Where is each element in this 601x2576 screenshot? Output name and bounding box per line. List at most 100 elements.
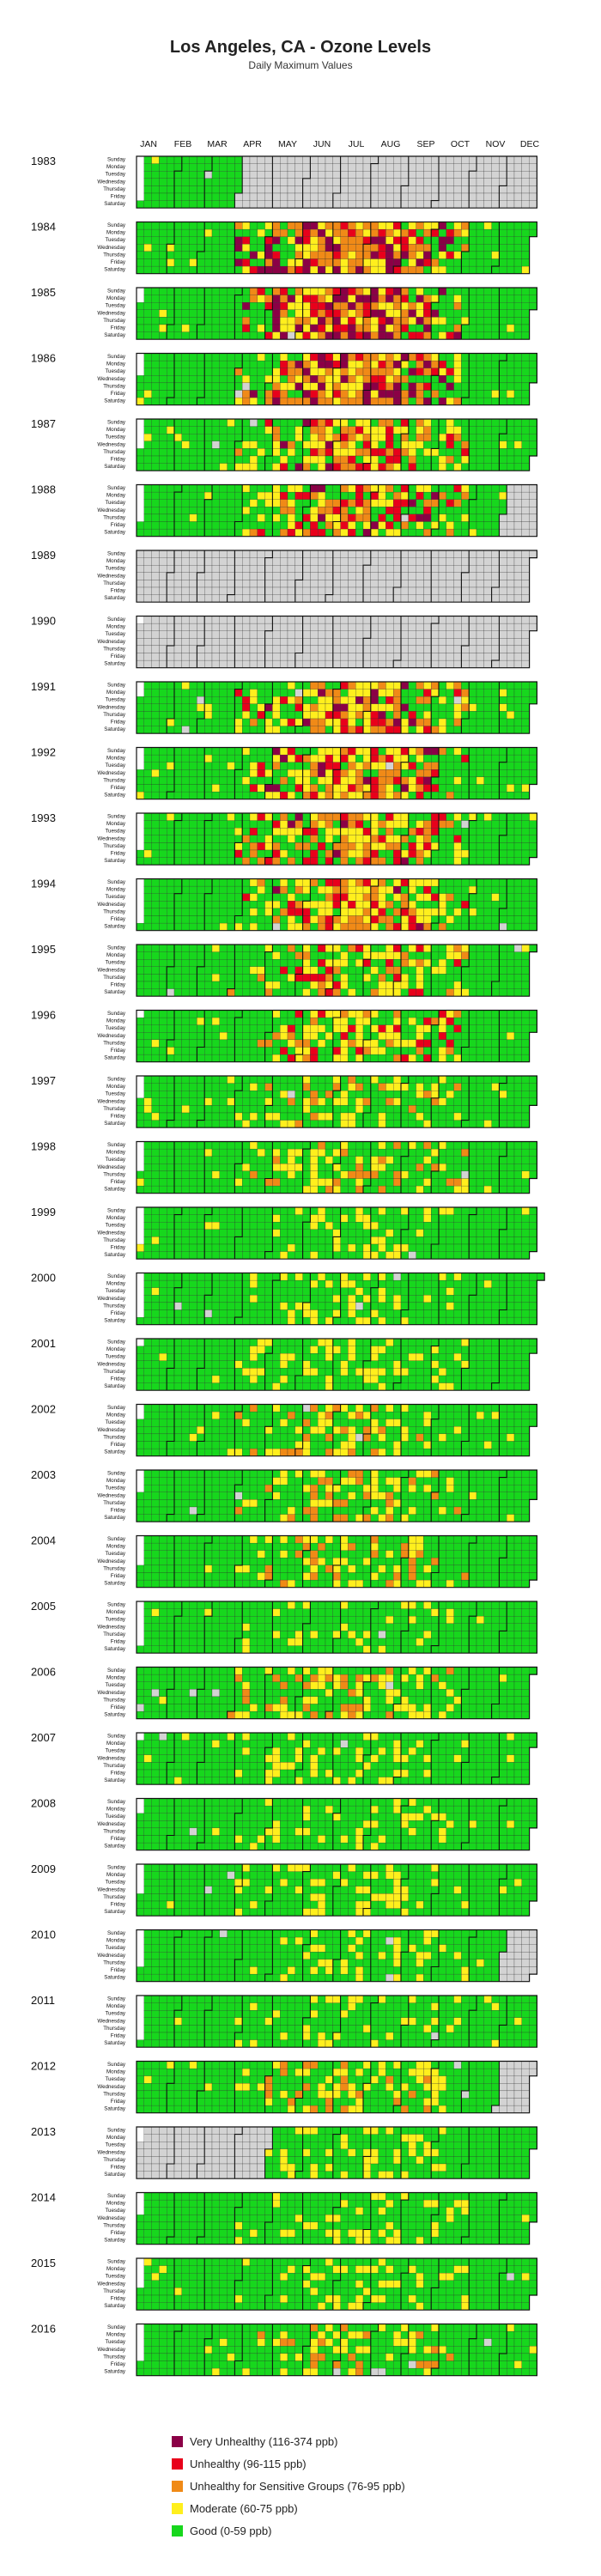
day-cell — [385, 623, 394, 631]
day-cell — [529, 922, 537, 931]
day-cell — [325, 258, 333, 267]
day-cell — [469, 586, 477, 595]
day-cell — [249, 653, 258, 661]
day-cell — [332, 645, 341, 653]
day-cell — [461, 397, 470, 405]
day-cell — [385, 776, 394, 785]
day-cell — [302, 499, 311, 507]
day-cell — [173, 623, 182, 631]
day-cell — [461, 711, 470, 720]
day-cell — [400, 901, 409, 909]
day-cell — [529, 426, 537, 434]
day-cell — [204, 368, 213, 376]
day-cell — [400, 251, 409, 259]
day-cell — [173, 178, 182, 186]
day-cell — [197, 287, 205, 295]
day-cell — [181, 171, 190, 179]
day-cell — [461, 324, 470, 332]
day-cell — [257, 966, 265, 975]
day-cell — [476, 901, 484, 909]
day-cell — [204, 550, 213, 558]
day-cell — [189, 572, 197, 580]
day-cell — [332, 784, 341, 793]
day-cell — [348, 302, 356, 310]
day-cell — [469, 878, 477, 887]
day-cell — [325, 849, 333, 858]
day-cell — [469, 426, 477, 434]
day-cell — [408, 360, 416, 368]
day-cell — [453, 353, 462, 361]
day-cell — [438, 857, 446, 866]
day-cell — [408, 331, 416, 340]
day-cell — [249, 375, 258, 384]
day-cell — [362, 155, 371, 164]
day-cell — [416, 382, 424, 391]
day-cell — [348, 754, 356, 762]
weekday-label: Wednesday — [97, 967, 125, 973]
day-cell — [173, 455, 182, 464]
day-cell — [355, 747, 364, 756]
day-cell — [423, 550, 432, 558]
day-cell — [332, 375, 341, 384]
day-cell — [513, 375, 522, 384]
day-cell — [332, 434, 341, 441]
day-cell — [370, 769, 379, 778]
day-cell — [393, 820, 402, 829]
day-cell — [325, 703, 333, 712]
day-cell — [446, 434, 454, 441]
day-cell — [355, 653, 364, 661]
day-cell — [393, 171, 402, 179]
day-cell — [400, 397, 409, 405]
day-cell — [272, 155, 281, 164]
day-cell — [476, 689, 484, 697]
day-cell — [173, 448, 182, 457]
day-cell — [173, 192, 182, 201]
day-cell — [348, 586, 356, 595]
day-cell — [318, 200, 326, 209]
month-divider — [400, 419, 410, 471]
day-cell — [355, 828, 364, 835]
day-cell — [483, 594, 492, 603]
day-cell — [159, 842, 167, 851]
day-cell — [370, 681, 379, 690]
day-cell — [499, 849, 507, 858]
month-divider — [264, 616, 273, 668]
day-cell — [370, 236, 379, 245]
day-cell — [438, 382, 446, 391]
day-cell — [143, 222, 152, 230]
day-cell — [167, 244, 175, 252]
day-cell — [302, 200, 311, 209]
day-cell — [469, 638, 477, 647]
day-cell — [257, 820, 265, 829]
day-cell — [197, 572, 205, 580]
day-cell — [355, 368, 364, 376]
day-cell — [310, 565, 319, 573]
day-cell — [167, 265, 175, 274]
day-cell — [257, 236, 265, 245]
day-cell — [189, 915, 197, 924]
day-cell — [242, 155, 251, 164]
day-cell — [181, 484, 190, 493]
day-cell — [173, 703, 182, 712]
day-cell — [370, 317, 379, 325]
day-cell — [234, 484, 243, 493]
day-cell — [310, 901, 319, 909]
day-cell — [280, 718, 288, 726]
day-cell — [167, 784, 175, 793]
day-cell — [159, 528, 167, 537]
day-cell — [507, 251, 515, 259]
day-cell — [461, 236, 470, 245]
day-cell — [318, 331, 326, 340]
day-cell — [234, 244, 243, 252]
day-cell — [294, 455, 303, 464]
day-cell — [181, 309, 190, 318]
day-cell — [272, 499, 281, 507]
day-cell — [272, 236, 281, 245]
day-cell — [513, 893, 522, 902]
day-cell — [416, 353, 424, 361]
day-cell — [476, 200, 484, 209]
weekday-label: Monday — [106, 493, 126, 499]
day-cell — [211, 974, 220, 982]
day-cell — [408, 353, 416, 361]
day-cell — [408, 375, 416, 384]
